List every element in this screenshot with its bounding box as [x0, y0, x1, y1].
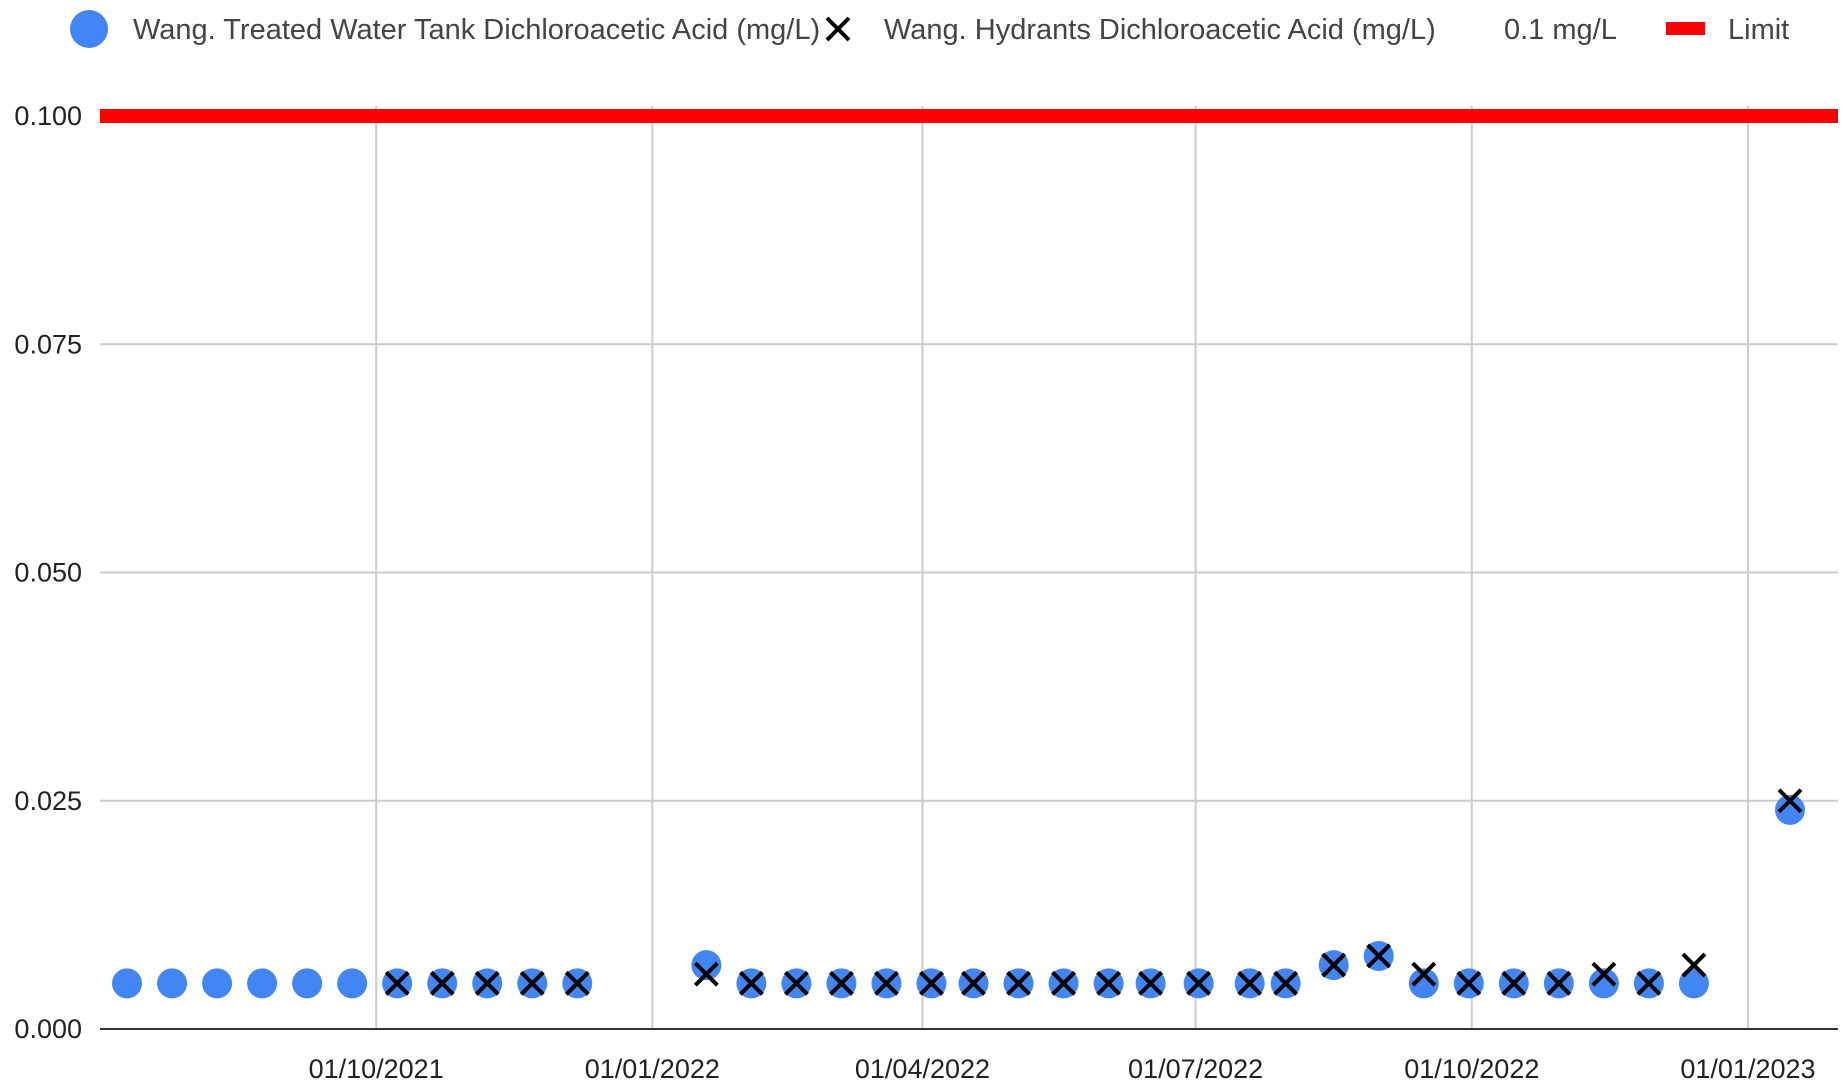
- x-tick-label: 01/01/2023: [1680, 1054, 1815, 1084]
- hydrants-point: [1681, 952, 1707, 978]
- hydrants-point: [1636, 970, 1662, 996]
- hydrants-point: [1366, 943, 1392, 969]
- legend-item-0-1-mg-l[interactable]: 0.1 mg/L: [1504, 14, 1617, 46]
- hydrants-point: [1321, 952, 1347, 978]
- hydrants-point: [384, 970, 410, 996]
- legend-item-hydrants[interactable]: Wang. Hydrants Dichloroacetic Acid (mg/L…: [825, 14, 1436, 46]
- hydrants-point: [829, 970, 854, 996]
- hydrants-point: [874, 970, 899, 996]
- legend-label-hydrants: Wang. Hydrants Dichloroacetic Acid (mg/L…: [884, 14, 1436, 46]
- y-axis-ticks: 0.000 0.025 0.050 0.075 0.100: [14, 101, 82, 1044]
- hydrants-point: [1273, 970, 1299, 996]
- x-tick-label: 01/10/2021: [309, 1054, 444, 1084]
- legend-item-limit[interactable]: Limit: [1666, 14, 1789, 46]
- legend-label-0-1-mg-l: 0.1 mg/L: [1504, 14, 1617, 46]
- legend-circle-marker: [70, 10, 108, 48]
- hydrants-point: [738, 970, 764, 996]
- legend-label-treated-water-tank: Wang. Treated Water Tank Dichloroacetic …: [133, 14, 820, 46]
- hydrants-point: [564, 970, 590, 996]
- hydrants-point: [693, 961, 719, 987]
- hydrants-point: [1546, 970, 1572, 996]
- x-tick-label: 01/01/2022: [585, 1054, 720, 1084]
- hydrants-point: [1138, 970, 1164, 996]
- series-hydrants-points: [384, 788, 1803, 996]
- treated-water-tank-point: [1588, 968, 1619, 999]
- gridlines: [100, 106, 1838, 1029]
- y-tick-label: 0.100: [14, 101, 82, 131]
- hydrants-point: [961, 970, 986, 996]
- x-tick-label: 01/10/2022: [1404, 1054, 1539, 1084]
- treated-water-tank-point: [292, 968, 323, 999]
- y-tick-label: 0.000: [14, 1014, 82, 1044]
- x-tick-label: 01/04/2022: [855, 1054, 990, 1084]
- x-axis-ticks: 01/10/2021 01/01/2022 01/04/2022 01/07/2022…: [309, 1054, 1816, 1084]
- treated-water-tank-point: [112, 968, 143, 999]
- treated-water-tank-point: [157, 968, 188, 999]
- treated-water-tank-point: [1774, 794, 1805, 825]
- hydrants-point: [1456, 970, 1482, 996]
- hydrants-point: [1006, 970, 1031, 996]
- series-treated-water-tank-points: [112, 794, 1805, 999]
- legend: Wang. Treated Water Tank Dichloroacetic …: [70, 10, 1789, 48]
- hydrants-point: [1501, 970, 1527, 996]
- y-tick-label: 0.050: [14, 558, 82, 588]
- hydrants-point: [519, 970, 545, 996]
- y-tick-label: 0.075: [14, 329, 82, 359]
- treated-water-tank-point: [1408, 968, 1439, 999]
- hydrants-point: [783, 970, 809, 996]
- legend-limit-swatch: [1666, 22, 1705, 35]
- hydrants-point: [429, 970, 455, 996]
- hydrants-point: [1411, 961, 1437, 987]
- hydrants-point: [919, 970, 944, 996]
- treated-water-tank-point: [337, 968, 368, 999]
- hydrants-point: [474, 970, 500, 996]
- treated-water-tank-point: [691, 950, 722, 981]
- treated-water-tank-point: [247, 968, 278, 999]
- y-tick-label: 0.025: [14, 786, 82, 816]
- hydrants-point: [1051, 970, 1076, 996]
- hydrants-point: [1186, 970, 1212, 996]
- hydrants-point: [1096, 970, 1121, 996]
- x-tick-label: 01/07/2022: [1128, 1054, 1263, 1084]
- hydrants-point: [1591, 961, 1617, 987]
- treated-water-tank-point: [202, 968, 233, 999]
- legend-label-limit: Limit: [1728, 14, 1789, 46]
- treated-water-tank-point: [1678, 968, 1709, 999]
- hydrants-point: [1237, 970, 1263, 996]
- legend-x-marker: [825, 16, 851, 42]
- legend-item-treated-water-tank[interactable]: Wang. Treated Water Tank Dichloroacetic …: [70, 10, 820, 48]
- hydrants-point: [1777, 788, 1803, 814]
